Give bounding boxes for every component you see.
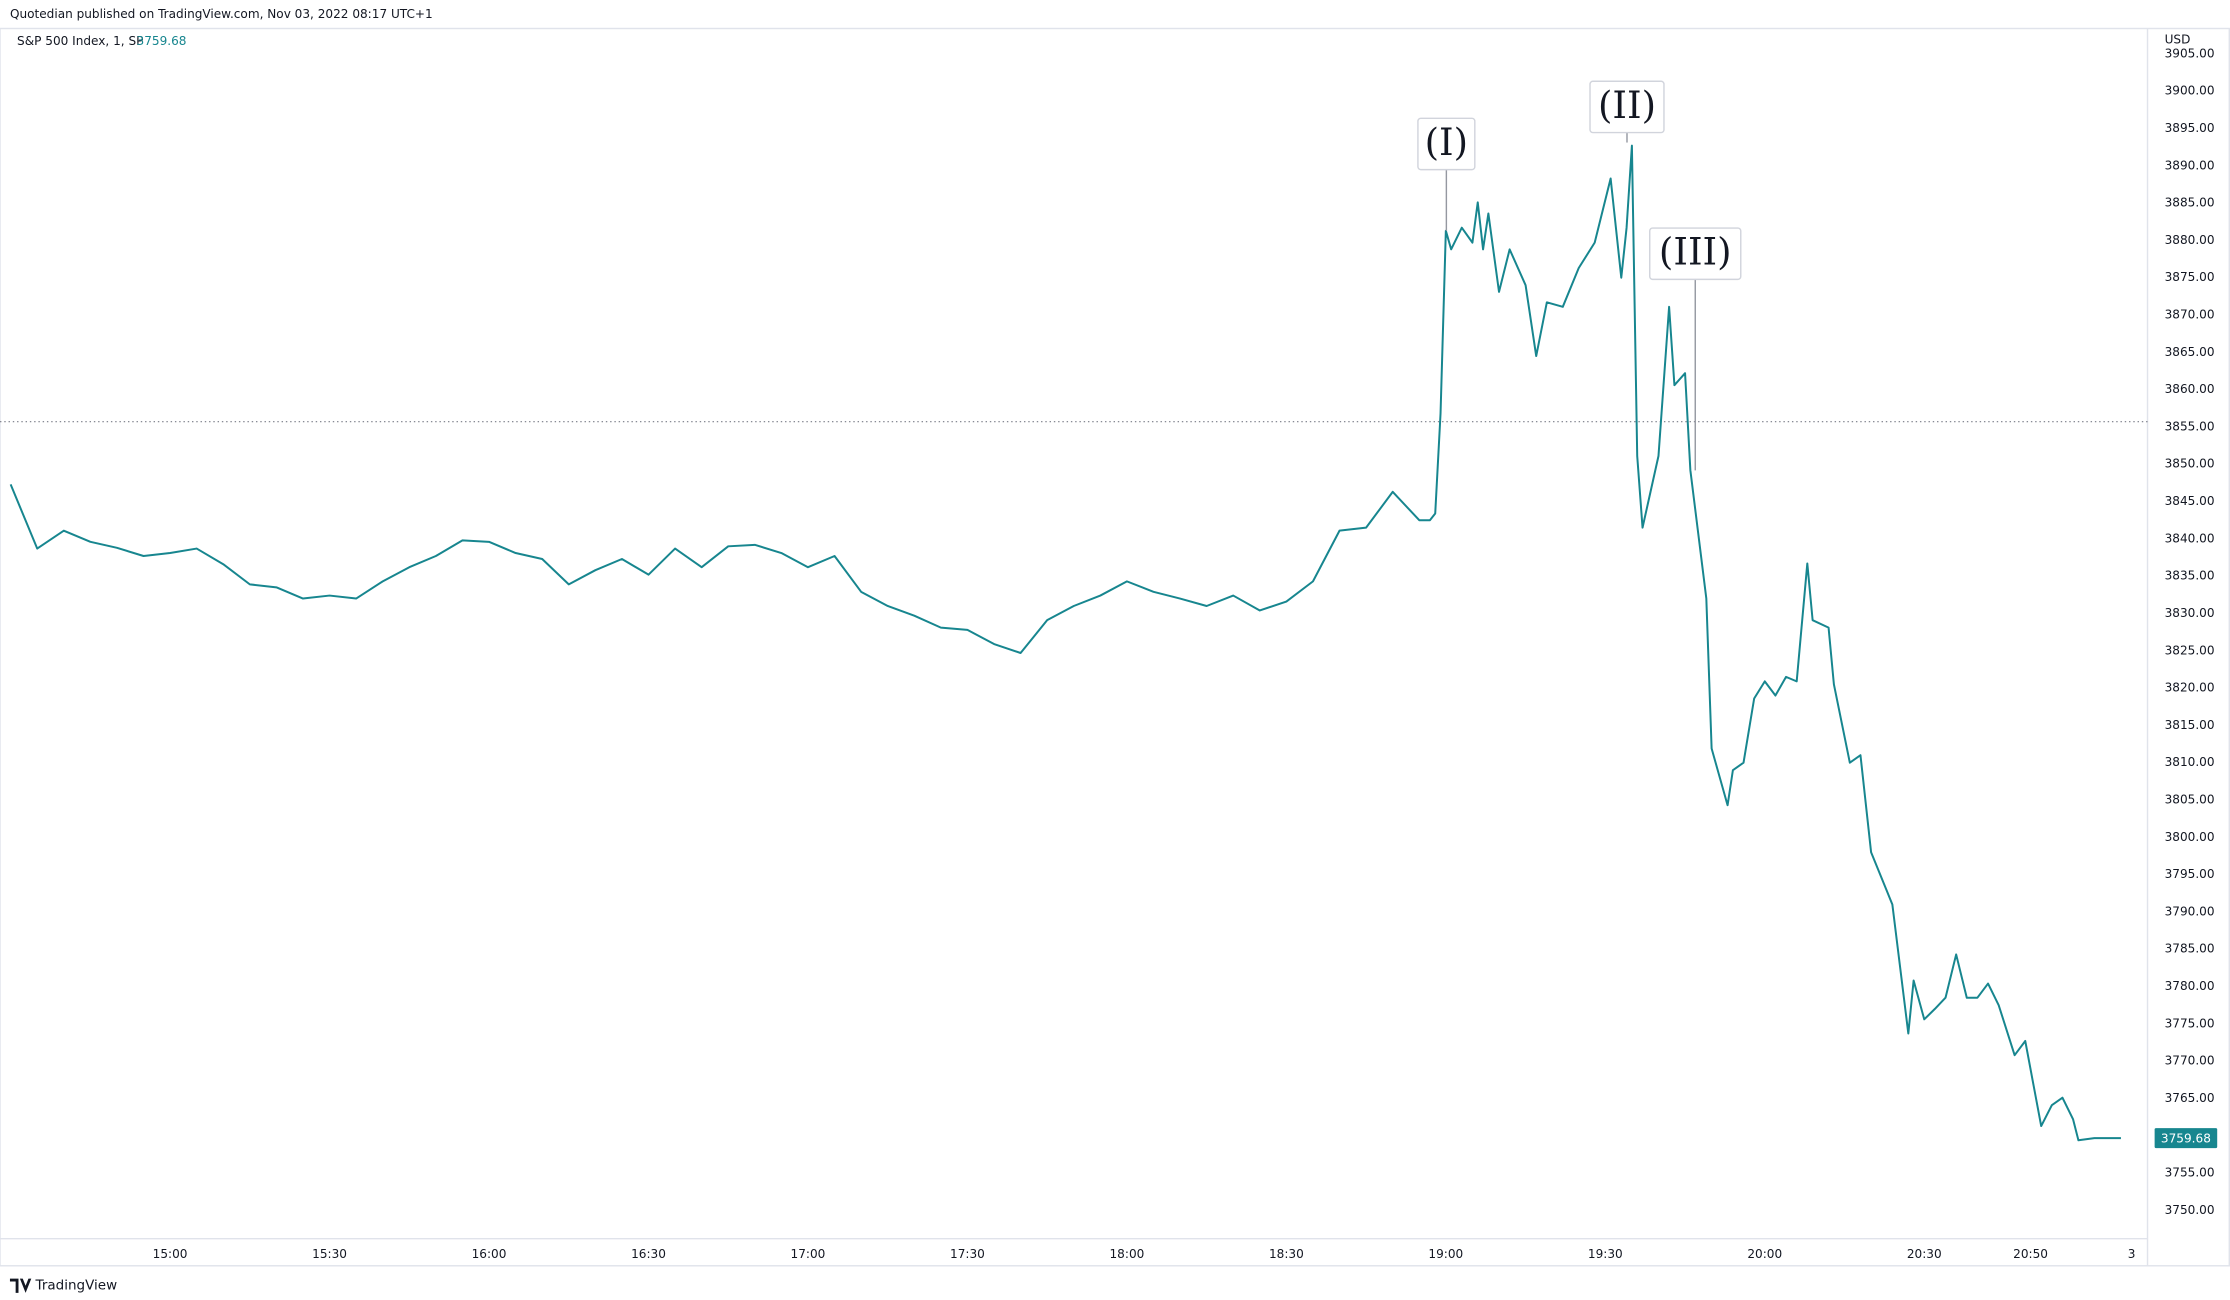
y-tick-label: 3765.00 [2165, 1091, 2215, 1105]
annotation-label: (I) [1425, 121, 1468, 164]
annotation-label: (III) [1659, 231, 1732, 274]
y-tick-label: 3770.00 [2165, 1054, 2215, 1068]
y-tick-label: 3755.00 [2165, 1166, 2215, 1180]
y-tick-label: 3810.00 [2165, 755, 2215, 769]
last-price-label: 3759.68 [2161, 1131, 2211, 1145]
x-tick-label: 17:00 [791, 1247, 826, 1261]
y-tick-label: 3795.00 [2165, 867, 2215, 881]
y-tick-label: 3885.00 [2165, 196, 2215, 210]
y-tick-label: 3825.00 [2165, 643, 2215, 657]
y-tick-label: 3815.00 [2165, 718, 2215, 732]
publish-header: Quotedian published on TradingView.com, … [10, 7, 433, 21]
frame [0, 27, 2230, 1267]
y-tick-label: 3880.00 [2165, 233, 2215, 247]
y-tick-label: 3835.00 [2165, 569, 2215, 583]
x-tick-label: 19:30 [1588, 1247, 1623, 1261]
y-tick-label: 3905.00 [2165, 46, 2215, 60]
footer-brand: TradingView [35, 1278, 118, 1294]
y-tick-label: 3790.00 [2165, 904, 2215, 918]
x-tick-label: 3 [2128, 1247, 2136, 1261]
y-tick-label: 3785.00 [2165, 942, 2215, 956]
x-tick-label: 19:00 [1428, 1247, 1463, 1261]
x-tick-label: 20:30 [1907, 1247, 1942, 1261]
y-tick-label: 3805.00 [2165, 792, 2215, 806]
y-tick-label: 3840.00 [2165, 531, 2215, 545]
y-tick-label: 3775.00 [2165, 1016, 2215, 1030]
y-tick-label: 3820.00 [2165, 681, 2215, 695]
y-tick-label: 3845.00 [2165, 494, 2215, 508]
x-tick-label: 18:30 [1269, 1247, 1304, 1261]
y-tick-label: 3890.00 [2165, 158, 2215, 172]
y-tick-label: 3865.00 [2165, 345, 2215, 359]
symbol-info: S&P 500 Index, 1, SP [17, 34, 143, 48]
currency: USD [2165, 32, 2191, 46]
y-tick-label: 3860.00 [2165, 382, 2215, 396]
y-tick-label: 3830.00 [2165, 606, 2215, 620]
footer-logo [9, 1278, 32, 1293]
annotation-label: (II) [1598, 84, 1656, 127]
annotation-box [1649, 227, 1742, 281]
x-tick-label: 17:30 [950, 1247, 985, 1261]
y-tick-label: 3855.00 [2165, 419, 2215, 433]
y-tick-label: 3850.00 [2165, 457, 2215, 471]
x-tick-label: 20:50 [2013, 1247, 2048, 1261]
x-tick-label: 16:00 [472, 1247, 507, 1261]
x-tick-label: 16:30 [631, 1247, 666, 1261]
symbol-price: 3759.68 [137, 34, 187, 48]
x-tick-label: 15:00 [153, 1247, 188, 1261]
annotation-box [1589, 80, 1665, 134]
x-tick-label: 15:30 [312, 1247, 347, 1261]
price-line [9, 144, 2121, 1142]
y-tick-label: 3900.00 [2165, 84, 2215, 98]
x-tick-label: 18:00 [1110, 1247, 1145, 1261]
x-tick-label: 20:00 [1747, 1247, 1782, 1261]
y-tick-label: 3750.00 [2165, 1203, 2215, 1217]
y-tick-label: 3870.00 [2165, 308, 2215, 322]
last-price-box [2154, 1128, 2218, 1149]
y-tick-label: 3800.00 [2165, 830, 2215, 844]
y-tick-label: 3875.00 [2165, 270, 2215, 284]
y-tick-label: 3895.00 [2165, 121, 2215, 135]
annotation-box [1417, 117, 1476, 171]
y-tick-label: 3780.00 [2165, 979, 2215, 993]
